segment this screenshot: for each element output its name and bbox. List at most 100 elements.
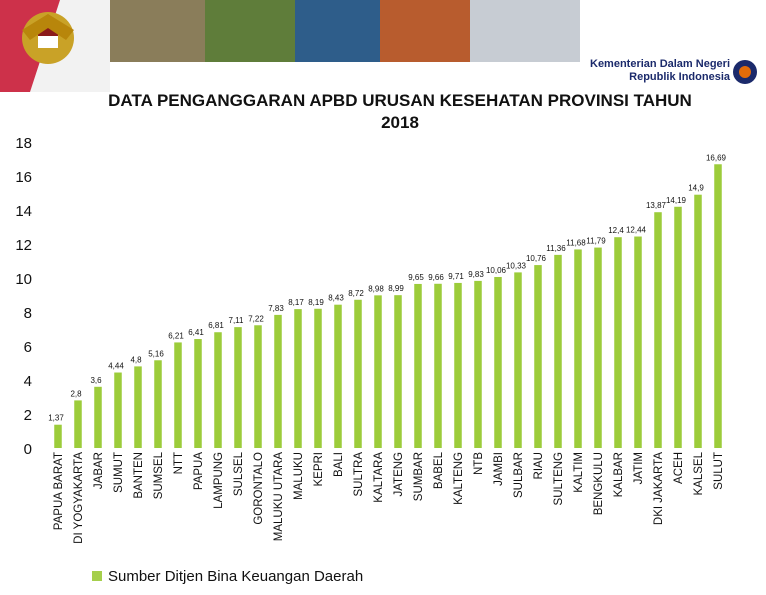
data-label: 9,71 [448,272,464,281]
data-label: 3,6 [90,376,102,385]
bar [214,332,222,448]
bar [514,272,522,448]
x-tick-label: RIAU [533,452,545,479]
data-label: 7,83 [268,304,284,313]
bar [674,206,682,448]
bar [374,295,382,448]
data-label: 11,68 [566,238,586,247]
data-label: 1,37 [48,414,64,423]
x-tick-label: KALBAR [613,452,625,497]
y-tick-label: 6 [24,339,32,356]
y-tick-label: 10 [15,271,32,288]
x-tick-label: ACEH [673,452,685,484]
bar [194,339,202,448]
data-label: 8,99 [388,284,404,293]
x-tick-label: DI YOGYAKARTA [73,452,85,544]
bar [654,212,662,448]
y-tick-label: 14 [15,203,32,220]
data-label: 12,4 [608,226,624,235]
x-tick-label: KALTIM [573,452,585,493]
x-tick-label: JATIM [633,452,645,484]
data-label: 9,83 [468,270,484,279]
bar [454,282,462,448]
x-tick-label: KEPRI [313,452,325,487]
data-label: 11,79 [586,237,606,246]
data-label: 6,81 [208,321,224,330]
data-label: 4,44 [108,362,124,371]
bar [434,283,442,448]
data-label: 6,21 [168,331,184,340]
data-label: 4,8 [130,355,142,364]
bar [254,325,262,448]
bar [134,366,142,448]
data-label: 10,76 [526,254,547,263]
bar [414,283,422,448]
y-tick-label: 8 [24,305,32,322]
garuda-emblem-icon [22,12,74,64]
x-tick-label: KALTARA [373,452,385,503]
x-tick-label: JATENG [393,452,405,497]
bar [174,342,182,448]
bar [594,247,602,448]
x-tick-label: JABAR [93,452,105,489]
data-label: 11,36 [546,244,566,253]
bar [554,254,562,448]
x-tick-label: PAPUA BARAT [53,452,65,530]
x-tick-label: GORONTALO [253,452,265,525]
legend-swatch [92,571,102,581]
data-label: 9,66 [428,273,444,282]
data-label: 8,72 [348,289,364,298]
ministry-line-2: Republik Indonesia [629,71,730,83]
x-tick-label: SULUT [713,452,725,490]
bar [314,308,322,448]
bar [334,304,342,448]
bar [574,249,582,448]
bar [614,237,622,448]
bar [114,372,122,448]
data-label: 16,69 [706,153,727,162]
bar [494,276,502,448]
chart-title: DATA PENGANGGARAN APBD URUSAN KESEHATAN … [108,91,692,132]
x-tick-label: SUMBAR [413,452,425,501]
x-tick-label: SUMSEL [153,451,165,499]
x-tick-label: BALI [333,452,345,477]
bar [94,386,102,448]
x-tick-label: NTB [473,452,485,475]
x-tick-label: JAMBI [493,452,505,486]
bar [154,360,162,448]
data-label: 10,06 [486,266,507,275]
legend-label: Sumber Ditjen Bina Keuangan Daerah [108,568,364,585]
bar [534,265,542,448]
data-label: 10,33 [506,261,527,270]
y-tick-label: 16 [15,169,32,186]
data-label: 8,17 [288,298,304,307]
bar [294,309,302,448]
bar [234,327,242,448]
x-tick-label: BANTEN [133,452,145,499]
ministry-line-1: Kementerian Dalam Negeri [590,58,730,70]
data-label: 14,19 [666,196,687,205]
x-tick-label: MALUKU [293,452,305,500]
data-label: 8,43 [328,294,344,303]
header-banner [0,0,766,92]
data-label: 8,19 [308,298,324,307]
x-tick-label: LAMPUNG [213,452,225,509]
data-label: 14,9 [688,184,704,193]
x-tick-label: SULSEL [233,451,245,496]
bar [474,280,482,448]
data-label: 12,44 [626,226,647,235]
bar [74,400,82,448]
data-label: 6,41 [188,328,204,337]
x-tick-label: SULTRA [353,452,365,497]
data-label: 7,11 [229,316,245,325]
x-tick-label: MALUKU UTARA [273,452,285,542]
x-tick-label: NTT [173,452,185,474]
bar [694,194,702,448]
data-label: 2,8 [70,389,82,398]
bar [354,299,362,448]
data-label: 7,22 [248,314,264,323]
x-tick-label: KALTENG [453,452,465,505]
y-tick-label: 0 [24,441,32,458]
y-tick-label: 12 [15,237,32,254]
